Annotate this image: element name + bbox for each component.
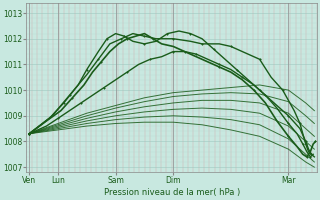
X-axis label: Pression niveau de la mer( hPa ): Pression niveau de la mer( hPa ) (104, 188, 240, 197)
